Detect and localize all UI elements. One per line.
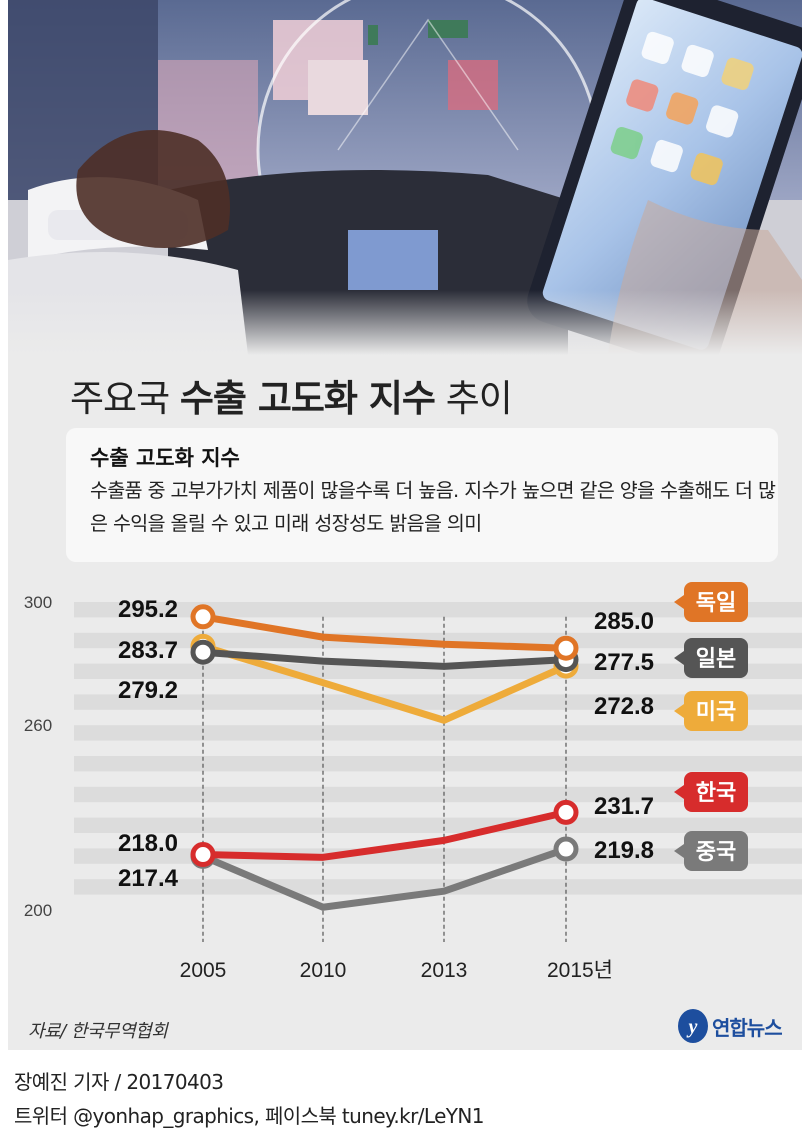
yonhap-logo-icon: y: [678, 1009, 708, 1043]
data-point: [553, 836, 579, 862]
legend-tag-label: 독일: [696, 591, 736, 616]
start-value-label: 218.0: [118, 830, 178, 857]
data-point: [190, 604, 216, 630]
grid-band: [74, 602, 802, 618]
x-axis-labels: 2005 2010 2013 2015년: [180, 959, 613, 982]
y-tick-label: 200: [24, 901, 52, 920]
legend-tag-독일: [684, 582, 748, 622]
infographic-card: 주요국 수출 고도화 지수 추이 수출 고도화 지수 수출품 중 고부가가치 제…: [8, 0, 802, 1050]
start-value-label: 283.7: [118, 637, 178, 664]
x-tick-label: 2005: [180, 959, 227, 982]
legend-tag-label: 일본: [696, 647, 736, 672]
grid-band: [74, 879, 802, 895]
series-line-일본: [199, 648, 570, 670]
series-line-한국: [199, 808, 570, 861]
legend-tag-pointer: [674, 844, 684, 858]
legend-tag-중국: [684, 831, 748, 871]
byline: 장예진 기자 / 20170403: [14, 1070, 224, 1094]
yonhap-logo: y 연합뉴스: [676, 1006, 783, 1046]
end-value-label: 272.8: [594, 693, 654, 720]
series-line-미국: [199, 642, 570, 724]
legend-tag-label: 한국: [696, 781, 736, 806]
end-value-label: 231.7: [594, 793, 654, 820]
y-axis-ticks: 300 260 200: [24, 593, 52, 920]
definition-box: 수출 고도화 지수 수출품 중 고부가가치 제품이 많을수록 더 높음. 지수가…: [66, 428, 778, 562]
data-point: [553, 799, 579, 825]
start-value-label: 279.2: [118, 677, 178, 704]
social-links: 트위터 @yonhap_graphics, 페이스북 tuney.kr/LeYN…: [14, 1104, 485, 1128]
grid-band: [74, 663, 802, 679]
grid-band: [74, 694, 802, 710]
grid-bands: [74, 602, 802, 895]
grid-band: [74, 786, 802, 803]
x-tick-label: 2013: [421, 959, 468, 982]
x-tick-label: 2010: [300, 959, 347, 982]
end-value-label: 285.0: [594, 608, 654, 635]
grid-band: [74, 817, 802, 833]
data-point: [190, 842, 216, 868]
legend-tag-pointer: [674, 651, 684, 665]
series-lines: [190, 604, 579, 911]
year-guides: [202, 616, 567, 942]
legend-tag-label: 미국: [696, 700, 736, 725]
value-labels: 295.2 285.0 독일 279.2 277.5 일본 283.7 272.8 미국 218.…: [118, 582, 748, 892]
grid-band: [74, 725, 802, 741]
legend-tag-미국: [684, 691, 748, 731]
start-value-label: 217.4: [118, 865, 179, 892]
grid-band: [74, 756, 802, 772]
legend-tag-pointer: [674, 785, 684, 799]
start-value-label: 295.2: [118, 596, 178, 623]
series-line-독일: [199, 613, 570, 652]
data-point: [553, 635, 579, 661]
x-tick-label: 2015년: [547, 959, 613, 982]
legend-tag-일본: [684, 638, 748, 678]
end-value-label: 219.8: [594, 837, 654, 864]
logo-text: 연합뉴스: [712, 1015, 783, 1040]
end-value-label: 277.5: [594, 649, 654, 676]
legend-tag-pointer: [674, 595, 684, 609]
hero-illustration: [8, 0, 802, 355]
chart-title: 주요국 수출 고도화 지수 추이: [70, 377, 513, 420]
definition-text: 수출품 중 고부가가치 제품이 많을수록 더 높음. 지수가 높으면 같은 양을…: [90, 479, 776, 535]
grid-band: [74, 848, 802, 864]
svg-text:y: y: [687, 1016, 698, 1038]
legend-tag-pointer: [674, 704, 684, 718]
definition-title: 수출 고도화 지수: [90, 446, 240, 470]
series-line-중국: [199, 845, 570, 911]
y-tick-label: 260: [24, 716, 52, 735]
source-note: 자료/ 한국무역협회: [28, 1021, 168, 1042]
data-point: [190, 639, 216, 665]
legend-tag-한국: [684, 772, 748, 812]
y-tick-label: 300: [24, 593, 52, 612]
legend-tag-label: 중국: [696, 840, 736, 865]
